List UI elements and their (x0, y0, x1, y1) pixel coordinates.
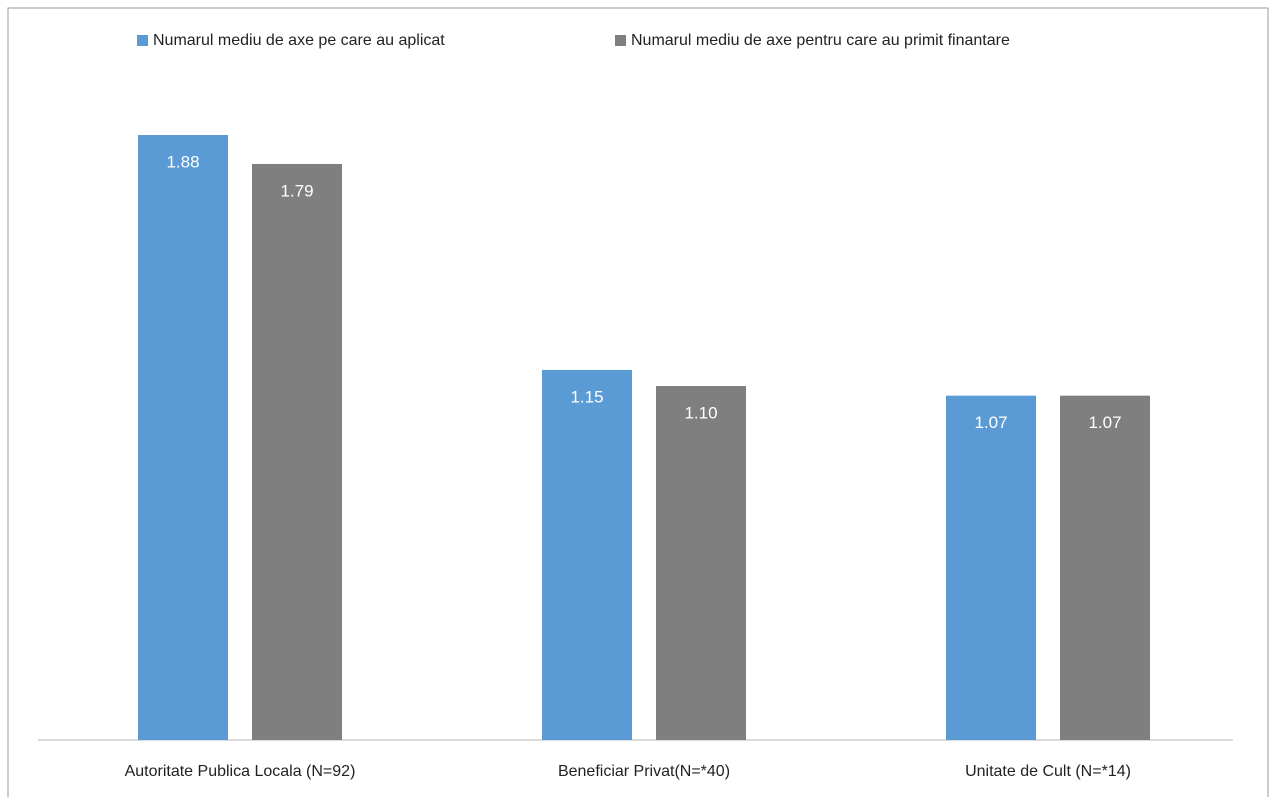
legend-label: Numarul mediu de axe pentru care au prim… (631, 32, 1010, 49)
legend-swatch (615, 35, 626, 46)
legend-label: Numarul mediu de axe pe care au aplicat (153, 32, 445, 49)
bar (138, 135, 228, 740)
legend-swatch (137, 35, 148, 46)
frame (7, 7, 1269, 797)
x-tick-label: Unitate de Cult (N=*14) (965, 763, 1131, 780)
value-label: 1.15 (570, 387, 603, 406)
bar (542, 369, 632, 740)
value-label: 1.88 (166, 152, 199, 171)
value-label: 1.07 (1088, 413, 1121, 432)
value-label: 1.07 (974, 413, 1007, 432)
bar (656, 386, 746, 740)
x-tick-label: Beneficiar Privat(N=*40) (558, 763, 730, 780)
bar (946, 395, 1036, 740)
value-label: 1.79 (280, 181, 313, 200)
bar (1060, 395, 1150, 740)
bar (252, 163, 342, 740)
x-tick-label: Autoritate Publica Locala (N=92) (125, 763, 356, 780)
value-label: 1.10 (684, 403, 717, 422)
